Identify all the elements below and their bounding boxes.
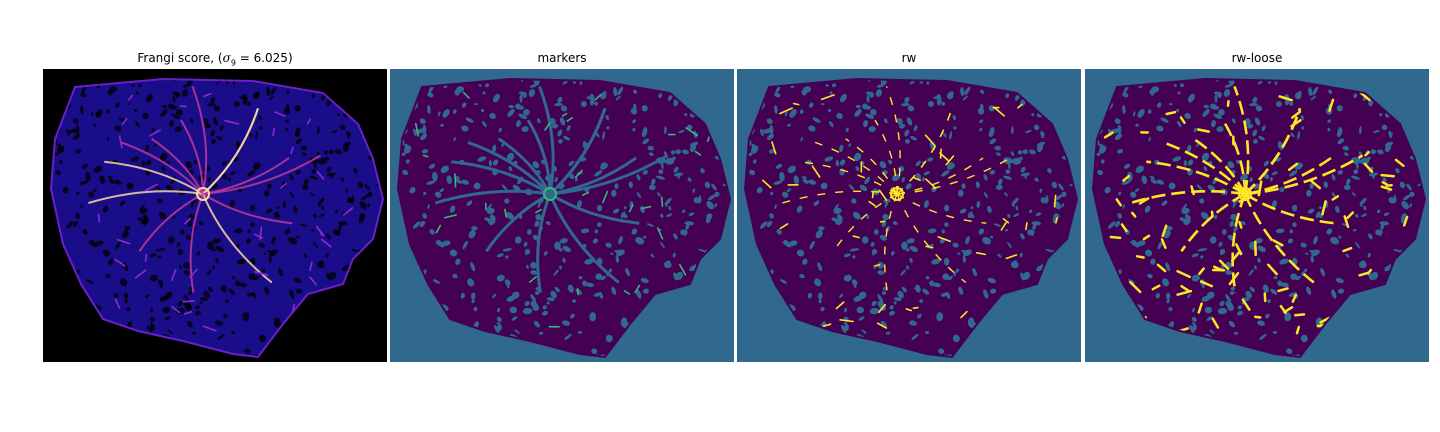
rw-image <box>737 69 1081 362</box>
title-prefix: Frangi score, ( <box>137 51 223 65</box>
sigma-subscript: 9 <box>230 58 236 68</box>
panel-title-markers: markers <box>537 51 587 65</box>
sigma-symbol: σ <box>222 51 231 65</box>
panel-title-rw-loose: rw-loose <box>1231 51 1283 65</box>
rw-loose-image <box>1085 69 1429 362</box>
frangi-image-panel <box>43 69 387 362</box>
title-suffix: = 6.025) <box>235 51 293 65</box>
markers-image <box>390 69 734 362</box>
panel-title-rw: rw <box>901 51 917 65</box>
rw-loose-image-panel <box>1085 69 1429 362</box>
frangi-image <box>43 69 387 362</box>
markers-image-panel <box>390 69 734 362</box>
panel-title-frangi: Frangi score, (σ9 = 6.025) <box>43 51 387 67</box>
rw-image-panel <box>737 69 1081 362</box>
